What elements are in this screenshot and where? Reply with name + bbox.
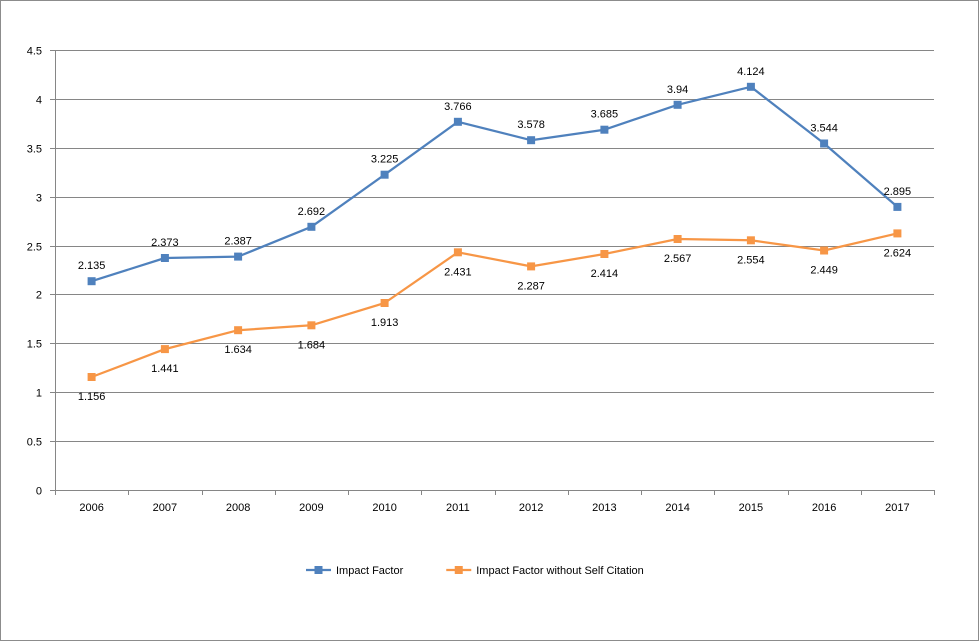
data-label: 2.554 bbox=[737, 254, 765, 266]
x-tick-label: 2012 bbox=[519, 502, 543, 514]
x-tick-label: 2007 bbox=[153, 502, 177, 514]
x-tick-label: 2014 bbox=[665, 502, 689, 514]
data-label: 2.414 bbox=[591, 268, 619, 280]
data-label: 3.685 bbox=[591, 109, 619, 121]
data-point-marker bbox=[893, 202, 902, 211]
data-point-marker bbox=[453, 117, 462, 126]
x-tick-label: 2008 bbox=[226, 502, 250, 514]
data-label: 2.373 bbox=[151, 237, 179, 249]
x-tick-label: 2015 bbox=[739, 502, 763, 514]
data-point-marker bbox=[87, 373, 96, 381]
data-label: 3.544 bbox=[810, 123, 838, 135]
data-label: 2.449 bbox=[810, 265, 838, 277]
x-tick-label: 2013 bbox=[592, 502, 616, 514]
data-point-marker bbox=[746, 82, 755, 91]
data-label: 2.567 bbox=[664, 253, 692, 265]
x-tick-label: 2010 bbox=[372, 502, 396, 514]
data-label: 1.913 bbox=[371, 317, 399, 329]
data-label: 4.124 bbox=[737, 66, 765, 78]
data-point-marker bbox=[307, 222, 316, 231]
data-point-marker bbox=[600, 125, 609, 134]
data-label: 1.684 bbox=[298, 339, 326, 351]
data-label: 3.94 bbox=[667, 84, 688, 96]
legend: Impact Factor Impact Factor without Self … bbox=[306, 565, 644, 577]
x-tick-label: 2016 bbox=[812, 502, 836, 514]
data-point-marker bbox=[380, 299, 389, 307]
gridlines bbox=[55, 50, 934, 442]
data-label: 3.578 bbox=[517, 119, 545, 131]
data-label: 1.156 bbox=[78, 391, 106, 403]
x-tick-label: 2017 bbox=[885, 502, 909, 514]
y-tick-label: 4.5 bbox=[27, 46, 42, 58]
y-tick-label: 2.5 bbox=[27, 242, 42, 254]
data-label: 1.441 bbox=[151, 363, 179, 375]
data-label: 3.766 bbox=[444, 101, 472, 113]
data-point-marker bbox=[453, 248, 462, 257]
data-point-marker bbox=[820, 139, 829, 148]
data-point-marker bbox=[746, 236, 755, 245]
data-point-marker bbox=[160, 345, 169, 354]
data-point-marker bbox=[234, 252, 243, 261]
data-point-marker bbox=[307, 321, 316, 330]
axes: 0 0.5 1 1.5 2 2.5 3 3.5 4 4.5 2006 2007 2008 2009 2010… bbox=[27, 46, 935, 514]
data-label: 2.387 bbox=[224, 236, 252, 248]
y-tick-label: 0 bbox=[36, 486, 42, 498]
data-label: 2.692 bbox=[298, 206, 326, 218]
data-point-marker bbox=[600, 250, 609, 258]
x-tick-label: 2009 bbox=[299, 502, 323, 514]
series-line-2 bbox=[91, 232, 898, 379]
data-point-marker bbox=[87, 277, 96, 286]
y-tick-label: 3 bbox=[36, 193, 42, 205]
y-tick-label: 1.5 bbox=[27, 339, 42, 351]
data-label: 2.895 bbox=[884, 186, 912, 198]
series-lines bbox=[87, 82, 902, 381]
data-point-marker bbox=[527, 262, 536, 271]
data-point-marker bbox=[160, 254, 169, 262]
series-line-1 bbox=[91, 85, 899, 283]
legend-swatch-marker bbox=[454, 566, 463, 574]
data-label: 3.225 bbox=[371, 154, 399, 166]
legend-label: Impact Factor without Self Citation bbox=[476, 565, 644, 577]
data-point-marker bbox=[673, 100, 682, 109]
data-label: 2.431 bbox=[444, 266, 472, 278]
data-label: 2.135 bbox=[78, 260, 106, 272]
legend-swatch-marker bbox=[314, 566, 323, 574]
data-point-marker bbox=[893, 229, 902, 238]
y-tick-label: 4 bbox=[36, 95, 42, 107]
data-point-marker bbox=[673, 235, 682, 243]
data-labels: 2.135 2.373 2.387 2.692 3.225 3.766 3.578 3.685… bbox=[78, 66, 911, 403]
x-tick-label: 2006 bbox=[79, 502, 103, 514]
y-tick-label: 3.5 bbox=[27, 144, 42, 156]
data-label: 1.634 bbox=[224, 344, 252, 356]
data-point-marker bbox=[527, 136, 536, 145]
data-point-marker bbox=[234, 326, 243, 335]
data-point-marker bbox=[380, 170, 389, 179]
data-label: 2.287 bbox=[517, 280, 545, 292]
data-label: 2.624 bbox=[884, 247, 912, 259]
y-tick-label: 0.5 bbox=[27, 437, 42, 449]
y-tick-label: 1 bbox=[36, 388, 42, 400]
legend-label: Impact Factor bbox=[336, 565, 404, 577]
data-point-marker bbox=[820, 246, 829, 255]
y-tick-label: 2 bbox=[36, 290, 42, 302]
x-tick-label: 2011 bbox=[446, 502, 470, 514]
